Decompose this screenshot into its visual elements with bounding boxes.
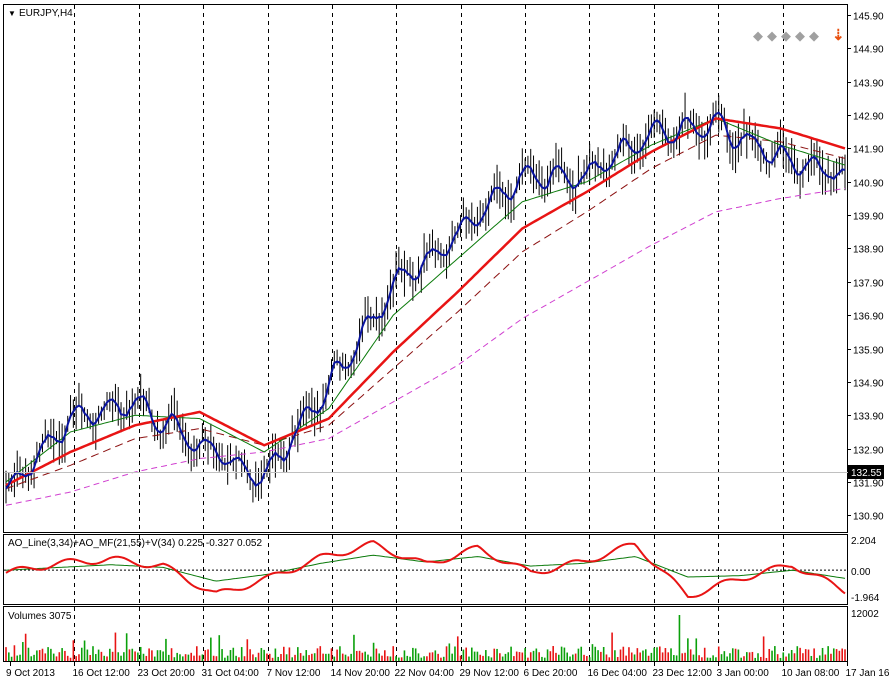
down-arrow-icon: ⇣ [832,27,845,44]
time-label: 6 Dec 20:00 [524,668,578,679]
price-axis: 145.90 144.90 143.90 142.90 141.90 140.90 139.… [847,12,884,523]
time-label: 9 Oct 2013 [6,668,55,679]
volume-title: Volumes 3075 [8,611,72,622]
price-tick-label: 136.90 [853,312,884,323]
time-label: 23 Dec 12:00 [653,668,713,679]
indicator-tick-bottom: -1.964 [851,593,880,604]
price-panel-frame [3,4,848,533]
indicator-title: AO_Line(3,34)+AO_MF(21,55)+V(34) 0.225 -… [8,538,262,549]
price-tick-label: 133.90 [853,412,884,423]
triangle-down-icon[interactable]: ▼ [8,9,16,18]
time-label: 17 Jan 16:00 [846,668,890,679]
time-axis: 9 Oct 2013 16 Oct 12:00 23 Oct 20:00 31 Oct… [6,662,890,679]
volume-tick: 12002 [851,609,879,620]
price-plot [5,92,846,506]
time-label: 7 Nov 12:00 [267,668,321,679]
time-label: 16 Dec 04:00 [588,668,648,679]
indicator-line [5,540,846,599]
time-label: 16 Oct 12:00 [73,668,131,679]
price-tick-label: 134.90 [853,379,884,390]
time-label: 3 Jan 00:00 [717,668,770,679]
indicator-tick-top: 2.204 [851,536,876,547]
price-tick-label: 131.90 [853,479,884,490]
time-label: 23 Oct 20:00 [138,668,196,679]
diamond-icon: ◆ [795,28,805,43]
current-price-label: 132.55 [851,468,882,479]
price-tick-label: 135.90 [853,346,884,357]
price-tick-label: 140.90 [853,179,884,190]
price-tick-label: 145.90 [853,12,884,23]
current-price-box [848,465,884,479]
time-label: 22 Nov 04:00 [395,668,455,679]
vertical-grid [74,5,848,661]
price-tick-label: 142.90 [853,112,884,123]
time-label: 14 Nov 20:00 [331,668,391,679]
chart-title: EURJPY,H4 [19,8,73,19]
series-line [5,187,846,506]
diamond-icon: ◆ [781,28,791,43]
indicator-signal-line [5,554,846,582]
series-line [5,134,846,490]
diamond-icon: ◆ [753,28,763,43]
series-line [5,111,846,490]
indicator-tick-zero: 0.00 [851,567,871,578]
series-line [5,117,846,487]
price-tick-label: 138.90 [853,245,884,256]
diamond-icon: ◆ [809,28,819,43]
signal-markers: ◆ ◆ ◆ ◆ ◆ ⇣ [753,27,845,44]
price-tick-label: 130.90 [853,512,884,523]
time-label: 31 Oct 04:00 [202,668,260,679]
price-tick-label: 144.90 [853,45,884,56]
volume-plot [5,615,846,661]
time-label: 10 Jan 08:00 [782,668,840,679]
price-tick-label: 132.90 [853,446,884,457]
price-tick-label: 141.90 [853,145,884,156]
diamond-icon: ◆ [767,28,777,43]
price-tick-label: 137.90 [853,279,884,290]
price-tick-label: 143.90 [853,79,884,90]
indicator-plot [4,540,847,599]
price-tick-label: 139.90 [853,212,884,223]
time-label: 29 Nov 12:00 [460,668,520,679]
